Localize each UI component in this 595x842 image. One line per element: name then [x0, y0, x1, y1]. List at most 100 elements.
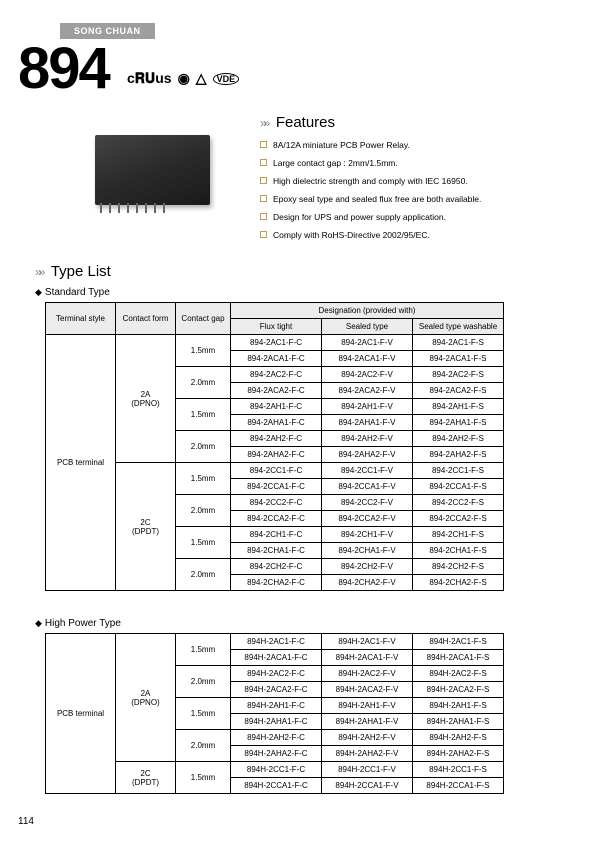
- cell-gap: 1.5mm: [176, 399, 231, 431]
- cell: 894-2CHA2-F-S: [413, 575, 504, 591]
- cell: 894H-2ACA2-F-V: [322, 682, 413, 698]
- feature-item: Large contact gap : 2mm/1.5mm.: [260, 158, 481, 168]
- cell: 894H-2CCA1-F-V: [322, 778, 413, 794]
- cell: 894H-2AH2-F-V: [322, 730, 413, 746]
- cell: 894H-2AC2-F-V: [322, 666, 413, 682]
- cell: 894-2AC2-F-V: [322, 367, 413, 383]
- cell-gap: 2.0mm: [176, 559, 231, 591]
- feature-item: 8A/12A miniature PCB Power Relay.: [260, 140, 481, 150]
- cell: 894-2CHA1-F-C: [231, 543, 322, 559]
- cell-gap: 1.5mm: [176, 463, 231, 495]
- typelist-section: »» Type List ◆Standard Type Terminal sty…: [35, 263, 504, 591]
- cert-icon: △: [196, 70, 207, 87]
- cell-gap: 2.0mm: [176, 666, 231, 698]
- cell: 894H-2AC1-F-V: [322, 634, 413, 650]
- certification-icons: c𝐑𝐔us ◉ △ VDE: [127, 70, 239, 87]
- cell: 894-2AC1-F-V: [322, 335, 413, 351]
- model-number: 894: [18, 35, 109, 102]
- cell-gap: 2.0mm: [176, 730, 231, 762]
- cell: 894-2CCA2-F-V: [322, 511, 413, 527]
- cell: 894H-2ACA2-F-C: [231, 682, 322, 698]
- cell: 894H-2CCA1-F-S: [413, 778, 504, 794]
- cell: 894-2CCA2-F-C: [231, 511, 322, 527]
- cell-contact-form: 2C(DPDT): [116, 762, 176, 794]
- cell: 894-2CC1-F-C: [231, 463, 322, 479]
- cell: 894H-2CCA1-F-C: [231, 778, 322, 794]
- cell: 894H-2ACA1-F-V: [322, 650, 413, 666]
- cell: 894-2AH1-F-C: [231, 399, 322, 415]
- cell: 894-2CH2-F-C: [231, 559, 322, 575]
- th-contact-form: Contact form: [116, 303, 176, 335]
- cell: 894-2CC2-F-C: [231, 495, 322, 511]
- cell: 894-2CH1-F-V: [322, 527, 413, 543]
- cell: 894H-2AH2-F-S: [413, 730, 504, 746]
- cell: 894-2CC1-F-V: [322, 463, 413, 479]
- cell: 894-2CH2-F-S: [413, 559, 504, 575]
- cell: 894-2ACA1-F-S: [413, 351, 504, 367]
- cell-contact-form: 2C(DPDT): [116, 463, 176, 591]
- cell: 894-2AHA2-F-C: [231, 447, 322, 463]
- cell: 894-2ACA1-F-C: [231, 351, 322, 367]
- cell-terminal: PCB terminal: [46, 335, 116, 591]
- feature-item: Comply with RoHS-Directive 2002/95/EC.: [260, 230, 481, 240]
- features-section: »» Features 8A/12A miniature PCB Power R…: [260, 114, 481, 248]
- th-designation: Designation (provided with): [231, 303, 504, 319]
- cell-terminal: PCB terminal: [46, 634, 116, 794]
- cell: 894-2AH1-F-V: [322, 399, 413, 415]
- highpower-subtitle: ◆High Power Type: [35, 618, 504, 629]
- cert-icon: ◉: [178, 70, 190, 87]
- cell: 894-2CCA1-F-V: [322, 479, 413, 495]
- cell: 894H-2ACA1-F-S: [413, 650, 504, 666]
- cell: 894-2AHA1-F-C: [231, 415, 322, 431]
- cell: 894-2CHA2-F-C: [231, 575, 322, 591]
- cell-gap: 2.0mm: [176, 431, 231, 463]
- cell-gap: 1.5mm: [176, 762, 231, 794]
- highpower-table: PCB terminal 2A(DPNO) 1.5mm 894H-2AC1-F-…: [45, 633, 504, 794]
- cell: 894H-2AH1-F-C: [231, 698, 322, 714]
- cell-gap: 1.5mm: [176, 335, 231, 367]
- th-terminal: Terminal style: [46, 303, 116, 335]
- cell: 894-2AH2-F-S: [413, 431, 504, 447]
- cell: 894-2AHA2-F-V: [322, 447, 413, 463]
- cell: 894H-2AH1-F-V: [322, 698, 413, 714]
- cell: 894-2CHA1-F-V: [322, 543, 413, 559]
- cell: 894H-2AHA1-F-S: [413, 714, 504, 730]
- cell: 894-2AH1-F-S: [413, 399, 504, 415]
- cell: 894H-2AH2-F-C: [231, 730, 322, 746]
- chevron-icon: »»: [260, 116, 267, 130]
- cell: 894-2CHA1-F-S: [413, 543, 504, 559]
- cell: 894H-2AHA2-F-V: [322, 746, 413, 762]
- cell: 894H-2AHA1-F-V: [322, 714, 413, 730]
- cell-gap: 1.5mm: [176, 634, 231, 666]
- cell: 894-2ACA2-F-V: [322, 383, 413, 399]
- th-sealed-wash: Sealed type washable: [413, 319, 504, 335]
- cell: 894-2CC1-F-S: [413, 463, 504, 479]
- cell: 894H-2CC1-F-C: [231, 762, 322, 778]
- chevron-icon: »»: [35, 265, 42, 279]
- cell-contact-form: 2A(DPNO): [116, 335, 176, 463]
- cell: 894-2CC2-F-S: [413, 495, 504, 511]
- page-number: 114: [18, 816, 34, 827]
- cert-icon: c𝐑𝐔us: [127, 70, 172, 87]
- th-contact-gap: Contact gap: [176, 303, 231, 335]
- cell-gap: 1.5mm: [176, 527, 231, 559]
- cell: 894-2AHA1-F-V: [322, 415, 413, 431]
- cell: 894-2AH2-F-V: [322, 431, 413, 447]
- standard-subtitle: ◆Standard Type: [35, 287, 504, 298]
- highpower-section: ◆High Power Type PCB terminal 2A(DPNO) 1…: [35, 612, 504, 794]
- cell: 894-2AC1-F-S: [413, 335, 504, 351]
- cell: 894H-2AC1-F-S: [413, 634, 504, 650]
- feature-item: Epoxy seal type and sealed flux free are…: [260, 194, 481, 204]
- cell: 894-2AHA2-F-S: [413, 447, 504, 463]
- cell: 894H-2AC2-F-C: [231, 666, 322, 682]
- cell: 894-2CCA1-F-S: [413, 479, 504, 495]
- cell: 894-2CCA2-F-S: [413, 511, 504, 527]
- cell-gap: 2.0mm: [176, 495, 231, 527]
- cell: 894H-2CC1-F-S: [413, 762, 504, 778]
- cell: 894-2CC2-F-V: [322, 495, 413, 511]
- cell: 894-2CHA2-F-V: [322, 575, 413, 591]
- cell: 894-2CH2-F-V: [322, 559, 413, 575]
- cell: 894H-2ACA1-F-C: [231, 650, 322, 666]
- product-pins: [100, 203, 165, 213]
- cell: 894-2AH2-F-C: [231, 431, 322, 447]
